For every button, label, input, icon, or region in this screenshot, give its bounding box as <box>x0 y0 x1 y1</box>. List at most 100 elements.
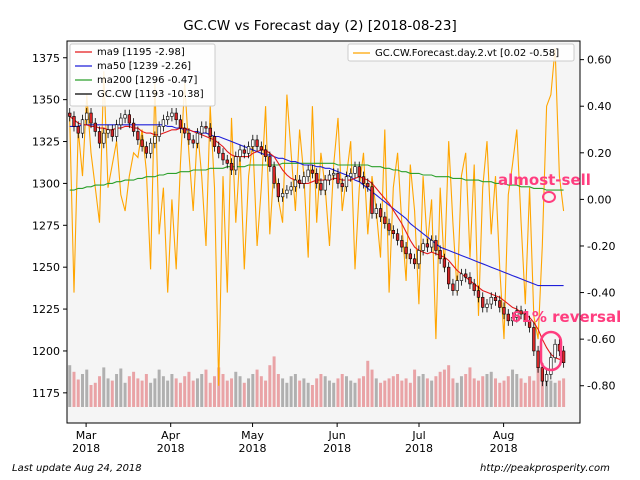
volume-bar <box>404 378 408 407</box>
volume-bar <box>374 378 378 407</box>
candle-body <box>472 283 476 291</box>
candle-body <box>344 176 349 188</box>
volume-bar <box>344 376 348 407</box>
forecast-line <box>69 47 565 386</box>
candle-body <box>293 179 298 188</box>
right-tick-label: -0.60 <box>587 333 615 346</box>
candle-body <box>148 142 153 154</box>
candle-body <box>200 126 204 134</box>
candle <box>183 123 187 139</box>
volume-bar <box>523 382 527 407</box>
left-axis: 1175 1200 1225 1250 1275 1300 1325 1350 1375 <box>32 52 67 400</box>
candle-body <box>327 174 332 181</box>
volume-bar <box>272 356 276 407</box>
left-tick-label: 1375 <box>32 52 60 65</box>
candle-body <box>106 129 110 134</box>
volume-bar <box>298 380 302 407</box>
candle <box>391 225 395 239</box>
x-tick-label: May <box>241 429 264 442</box>
volume-bar <box>327 380 331 407</box>
candle <box>447 262 451 289</box>
volume-bar <box>430 380 434 407</box>
candle <box>293 175 298 192</box>
volume-bar <box>413 369 417 407</box>
volume-bar <box>217 367 221 407</box>
volume-bar <box>123 382 127 407</box>
volume-bar <box>532 380 536 407</box>
candle-body <box>302 176 306 184</box>
candle-body <box>421 243 425 251</box>
candle <box>519 305 523 320</box>
candle-body <box>123 114 127 119</box>
footer-url[interactable]: http://peakprosperity.com <box>480 463 610 474</box>
candle-body <box>412 258 417 265</box>
candle-body <box>455 280 459 291</box>
candle-body <box>238 149 242 157</box>
candle-body <box>285 189 289 194</box>
candle-body <box>255 139 259 147</box>
legend-entry: ma200 [1296 -0.47] <box>97 75 198 86</box>
candle <box>97 126 102 149</box>
candle <box>280 188 285 202</box>
volume-bar <box>225 380 229 407</box>
volume-bar <box>425 378 429 407</box>
candle-body <box>263 149 268 157</box>
volume-bar <box>506 376 510 407</box>
candle-body <box>306 169 310 178</box>
candle-body <box>527 320 532 328</box>
candle-body <box>489 297 493 305</box>
candle-body <box>400 240 404 248</box>
candle-body <box>89 112 93 124</box>
candle-body <box>451 283 455 291</box>
x-tick-year: 2018 <box>157 442 185 455</box>
candle <box>378 203 383 222</box>
ma200-line <box>69 162 564 191</box>
candle <box>498 295 502 313</box>
candle-body <box>315 173 319 184</box>
candle <box>438 245 442 264</box>
candle <box>459 268 464 286</box>
annotation-61-reversal: 61% reversal <box>511 308 621 326</box>
volume-bar <box>132 371 136 407</box>
volume-bar <box>421 374 425 407</box>
candle <box>361 171 366 189</box>
candle-body <box>536 350 540 369</box>
candle-body <box>242 149 246 154</box>
candle <box>417 245 421 269</box>
legend-left: ma9 [1195 -2.98] ma50 [1239 -2.26] ma200 [… <box>69 43 216 107</box>
candle <box>289 181 293 196</box>
candle-body <box>191 139 195 144</box>
candle-body <box>170 112 174 117</box>
candle <box>327 170 332 186</box>
candle-body <box>519 310 523 315</box>
candle-body <box>127 114 131 124</box>
volume-bar <box>562 378 566 407</box>
candle-body <box>510 317 515 322</box>
candle-body <box>498 300 502 308</box>
candle-body <box>221 152 225 161</box>
candle-body <box>349 173 353 178</box>
volume-bar <box>149 382 153 407</box>
right-tick-label: -0.20 <box>587 240 615 253</box>
volume-bar <box>387 378 391 407</box>
candle-body <box>195 132 200 144</box>
candle-body <box>485 303 489 308</box>
candle <box>344 171 349 192</box>
volume-bars <box>68 356 566 407</box>
volume-bar <box>166 380 170 407</box>
candle-body <box>72 116 76 127</box>
candle <box>510 312 515 326</box>
candle-body <box>268 156 272 167</box>
candle <box>302 171 306 189</box>
candle <box>234 151 238 176</box>
volume-bar <box>281 378 285 407</box>
right-tick-label: 0.00 <box>587 193 612 206</box>
volume-bar <box>323 376 327 407</box>
candle <box>200 121 204 139</box>
footer-last-update: Last update Aug 24, 2018 <box>12 463 142 474</box>
x-tick-year: 2018 <box>323 442 351 455</box>
volume-bar <box>157 369 161 407</box>
candle <box>527 315 532 333</box>
x-tick-label: Apr <box>161 429 181 442</box>
